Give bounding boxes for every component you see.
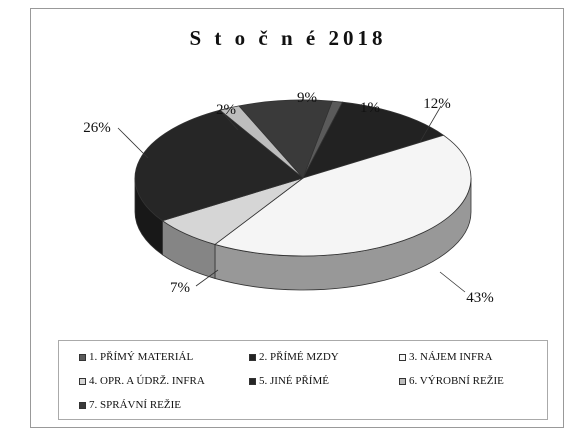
pct-label-3: 43% bbox=[466, 290, 494, 306]
legend-swatch bbox=[79, 353, 86, 361]
pct-label-4: 7% bbox=[170, 280, 190, 296]
legend-swatch bbox=[249, 353, 256, 361]
pie-slice-5 bbox=[134, 109, 304, 222]
legend-label: 6. VÝROBNÍ REŽIE bbox=[409, 375, 504, 387]
legend-item-3: 3. NÁJEM INFRA bbox=[399, 351, 492, 363]
leader-line bbox=[439, 271, 466, 293]
leader-line bbox=[195, 269, 219, 287]
pct-label-2: 12% bbox=[423, 96, 451, 112]
pie-slice-7 bbox=[238, 99, 333, 179]
legend-swatch bbox=[249, 377, 256, 385]
legend-label: 1. PŘÍMÝ MATERIÁL bbox=[89, 351, 194, 363]
legend-swatch bbox=[399, 353, 406, 361]
pie-slice-3 bbox=[214, 134, 472, 257]
legend-swatch bbox=[79, 401, 86, 409]
legend-label: 4. OPR. A ÚDRŽ. INFRA bbox=[89, 375, 205, 387]
legend-label: 2. PŘÍMÉ MZDY bbox=[259, 351, 339, 363]
leader-line bbox=[117, 127, 149, 159]
legend-label: 5. JINÉ PŘÍMÉ bbox=[259, 375, 329, 387]
legend-swatch bbox=[399, 377, 406, 385]
legend-item-1: 1. PŘÍMÝ MATERIÁL bbox=[79, 351, 193, 363]
legend-item-5: 5. JINÉ PŘÍMÉ bbox=[249, 375, 329, 387]
legend-item-2: 2. PŘÍMÉ MZDY bbox=[249, 351, 339, 363]
chart-legend: 1. PŘÍMÝ MATERIÁL 2. PŘÍMÉ MZDY 3. NÁJEM I… bbox=[58, 340, 548, 420]
pct-label-5: 26% bbox=[83, 120, 111, 136]
leader-line bbox=[221, 111, 239, 131]
pie-slice-2 bbox=[302, 101, 445, 179]
legend-item-6: 6. VÝROBNÍ REŽIE bbox=[399, 375, 504, 387]
legend-item-4: 4. OPR. A ÚDRŽ. INFRA bbox=[79, 375, 205, 387]
legend-label: 7. SPRÁVNÍ REŽIE bbox=[89, 399, 181, 411]
chart-title: S t o č n é 2018 bbox=[189, 26, 387, 50]
pct-label-6: 2% bbox=[216, 102, 236, 118]
leader-line bbox=[419, 105, 442, 143]
legend-swatch bbox=[79, 377, 86, 385]
legend-item-7: 7. SPRÁVNÍ REŽIE bbox=[79, 399, 181, 411]
legend-label: 3. NÁJEM INFRA bbox=[409, 351, 493, 363]
pct-label-1: 1% bbox=[360, 100, 380, 116]
pct-label-7: 9% bbox=[297, 90, 317, 106]
